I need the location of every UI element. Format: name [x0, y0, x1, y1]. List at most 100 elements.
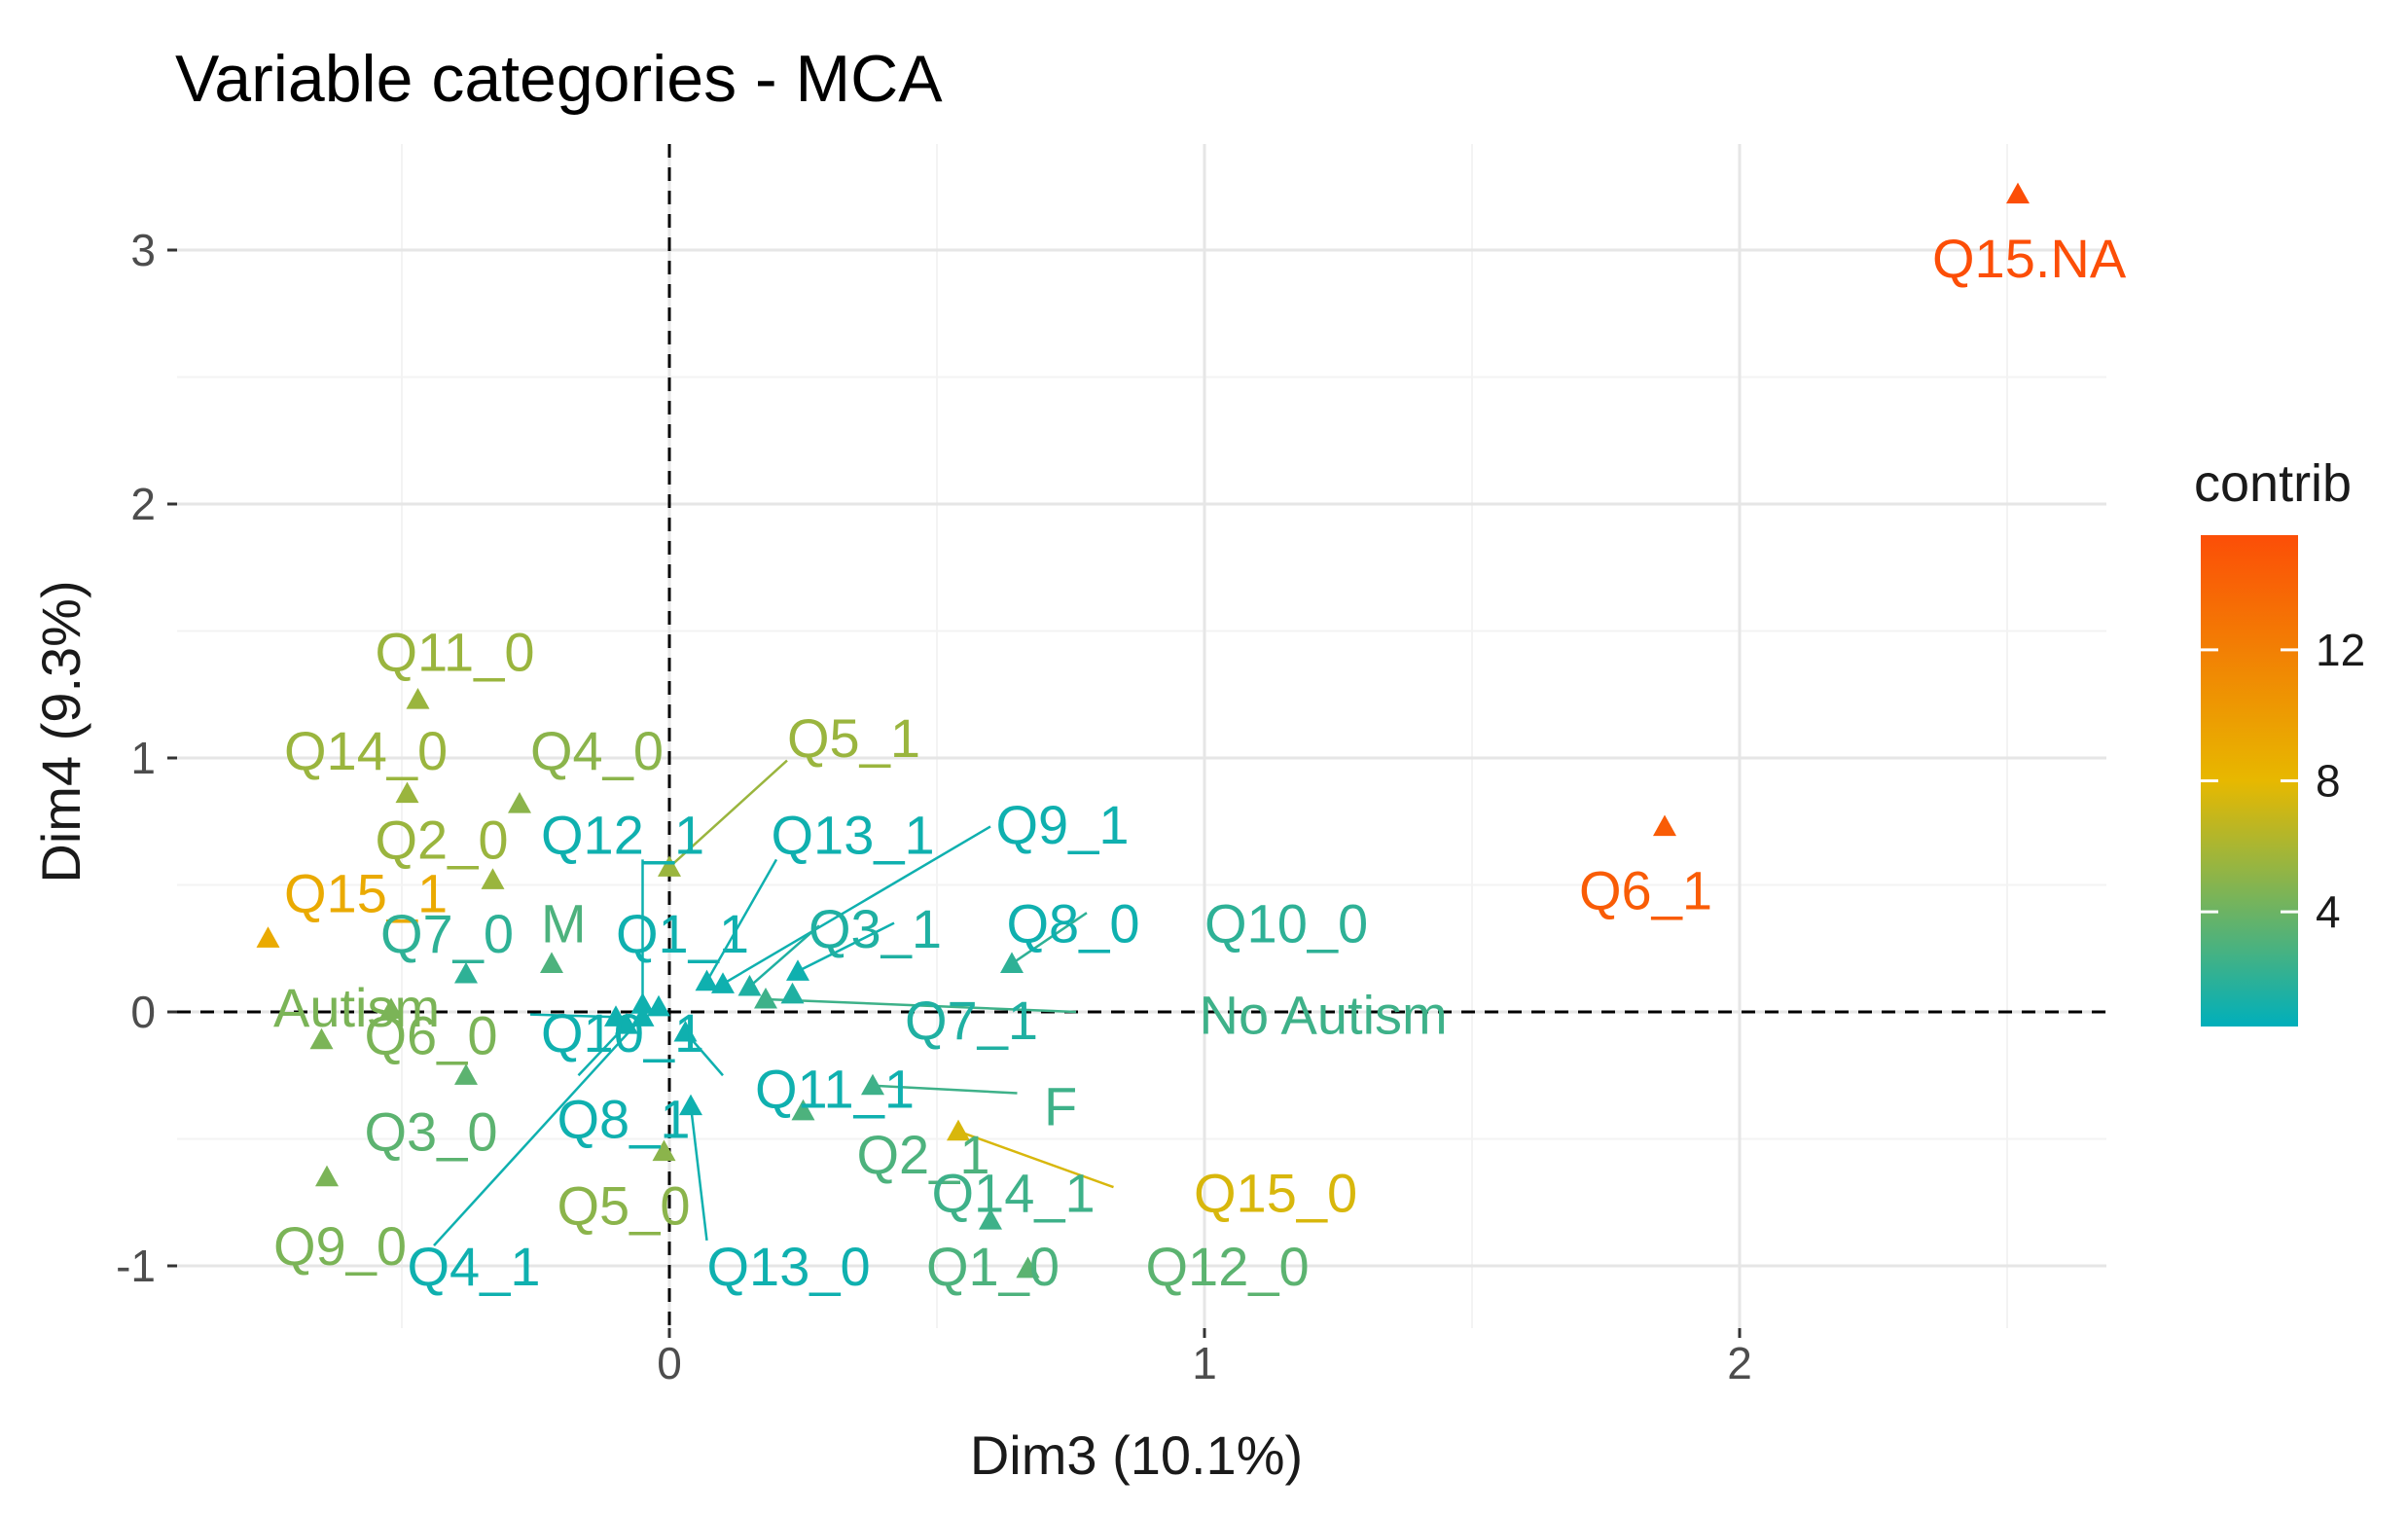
y-tick-label: 3 [130, 225, 156, 275]
x-tick-label: 1 [1192, 1338, 1217, 1388]
point-q13-0 [679, 1094, 702, 1116]
point-q15-0 [947, 1119, 970, 1141]
label-no-autism: No Autism [1200, 985, 1448, 1046]
point-q7-1 [780, 982, 805, 1004]
label-q7-0: Q7_0 [380, 903, 514, 964]
label-q5-1: Q5_1 [787, 707, 920, 769]
point-q5-1 [658, 855, 681, 877]
point-autism [379, 997, 403, 1019]
legend-tick-label: 4 [2316, 886, 2341, 937]
label-q6-0: Q6_0 [365, 1004, 498, 1065]
label-q9-0: Q9_0 [273, 1215, 407, 1277]
label-q15-na: Q15.NA [1932, 228, 2127, 289]
point-q1-1 [647, 994, 670, 1017]
label-q10-0: Q10_0 [1204, 893, 1368, 955]
axis-ticks: 0 1 2 -1 0 1 2 3 [116, 225, 1752, 1388]
y-tick-label: 1 [130, 733, 156, 783]
label-q10-1: Q10_1 [541, 1002, 704, 1063]
x-tick-label: 0 [657, 1338, 682, 1388]
point-q14-1 [979, 1208, 1002, 1230]
point-q9-1 [711, 972, 735, 993]
label-m: M [541, 893, 587, 955]
label-q11-0: Q11_0 [376, 621, 535, 682]
connector-q15-0 [957, 1130, 1114, 1189]
label-q2-0: Q2_0 [376, 810, 509, 871]
y-tick-label: 2 [130, 479, 156, 529]
point-q6-1 [1653, 814, 1676, 837]
connector-q10-0 [1011, 912, 1088, 965]
connector-q8-0 [797, 921, 895, 973]
point-q8-0 [786, 959, 809, 981]
y-axis-title: Dim4 (9.3%) [30, 580, 91, 883]
legend-title: contrib [2194, 454, 2352, 513]
label-connectors [433, 759, 1114, 1246]
point-q4-0 [508, 791, 531, 813]
legend-tick-label: 12 [2316, 625, 2365, 675]
connector-q3-1 [748, 924, 820, 988]
point-q12-0 [1016, 1256, 1040, 1279]
point-no-autism [754, 987, 777, 1009]
reference-lines [177, 144, 2106, 1328]
point-q15-1 [256, 926, 280, 948]
label-q3-1: Q3_1 [809, 898, 942, 959]
y-tick-label: -1 [116, 1241, 156, 1291]
contrib-legend: contrib 4 8 12 [2194, 454, 2365, 1027]
x-axis-title: Dim3 (10.1%) [970, 1424, 1303, 1486]
point-q13-1 [695, 969, 719, 991]
label-q9-1: Q9_1 [996, 794, 1130, 855]
label-q8-1: Q8_1 [557, 1089, 691, 1150]
label-autism: Autism [273, 977, 440, 1038]
chart-title: Variable categories - MCA [175, 42, 943, 116]
point-q15-na [2006, 182, 2030, 204]
point-q9-0 [315, 1165, 339, 1187]
point-f [861, 1073, 884, 1096]
point-q12-1 [630, 992, 655, 1014]
label-q3-0: Q3_0 [365, 1101, 498, 1163]
label-q13-1: Q13_1 [772, 804, 935, 865]
point-m [540, 952, 563, 974]
label-q12-1: Q12_1 [541, 804, 704, 865]
label-q4-0: Q4_0 [530, 720, 664, 781]
point-q11-1 [673, 1020, 698, 1042]
point-q10-1 [604, 1005, 628, 1027]
point-q7-0 [454, 961, 478, 984]
label-q1-1: Q1_1 [616, 903, 749, 964]
label-q8-0: Q8_0 [1007, 893, 1140, 955]
point-q4-1 [630, 1005, 655, 1027]
point-q2-1 [791, 1099, 815, 1121]
label-q12-0: Q12_0 [1146, 1236, 1310, 1297]
connector-q9-1 [722, 825, 991, 986]
connector-q5-1 [668, 759, 788, 869]
point-q8-1 [615, 1013, 638, 1034]
point-q14-0 [395, 781, 419, 804]
label-q5-0: Q5_0 [557, 1174, 691, 1236]
category-points [256, 182, 2030, 1279]
point-q5-0 [652, 1139, 676, 1162]
connector-q13-1 [705, 858, 778, 983]
label-q14-1: Q14_1 [932, 1162, 1096, 1223]
connector-q4-1 [433, 1016, 644, 1246]
y-tick-label: 0 [130, 987, 156, 1037]
point-q2-0 [481, 868, 505, 889]
legend-tick-label: 8 [2316, 756, 2341, 807]
label-q13-0: Q13_0 [707, 1236, 871, 1297]
label-f: F [1044, 1076, 1077, 1137]
x-tick-label: 2 [1727, 1338, 1752, 1388]
point-q3-0 [454, 1063, 478, 1085]
point-q3-1 [737, 974, 762, 996]
point-q10-0 [1000, 952, 1024, 974]
label-q7-1: Q7_1 [905, 990, 1038, 1051]
connector-no-autism [765, 997, 1077, 1014]
label-q6-1: Q6_1 [1579, 860, 1712, 921]
legend-ticks: 4 8 12 [2201, 625, 2365, 937]
label-q15-1: Q15_1 [284, 862, 448, 923]
label-q2-1: Q2_1 [857, 1124, 990, 1185]
minor-gridlines [177, 144, 2106, 1328]
point-q6-0 [309, 1027, 334, 1050]
label-q14-0: Q14_0 [284, 720, 448, 781]
point-q11-0 [406, 687, 430, 709]
label-q11-1: Q11_1 [755, 1058, 915, 1119]
connector-f [872, 1084, 1018, 1095]
